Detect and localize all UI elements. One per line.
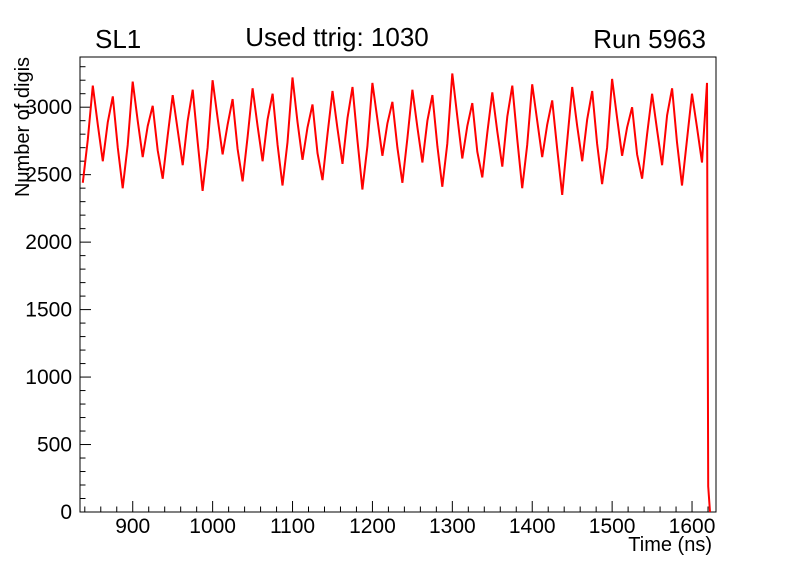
pad-title-center: Used ttrig: 1030 xyxy=(245,22,429,52)
y-tick-label: 1500 xyxy=(25,299,72,322)
x-tick-label: 1200 xyxy=(349,515,396,538)
y-tick-label: 1000 xyxy=(25,366,72,389)
x-tick-label: 1600 xyxy=(669,515,716,538)
x-tick-label: 900 xyxy=(115,515,150,538)
x-tick-label: 1100 xyxy=(270,515,315,538)
y-tick-label: 0 xyxy=(60,501,72,524)
plot-frame xyxy=(79,56,717,513)
pad-title-left: SL1 xyxy=(95,24,141,54)
x-axis: 900 1000 1100 1200 1300 1400 1500 1600 xyxy=(84,501,716,538)
pad-title-right: Run 5963 xyxy=(593,24,706,54)
x-tick-label: 1400 xyxy=(509,515,556,538)
y-axis-title: Number of digis xyxy=(12,57,34,197)
y-tick-label: 2000 xyxy=(25,231,72,254)
digis-time-line xyxy=(81,73,711,513)
y-tick-label: 3000 xyxy=(25,96,72,119)
y-tick-label: 500 xyxy=(37,434,72,457)
x-tick-label: 1000 xyxy=(189,515,236,538)
y-axis: 0 500 1000 1500 2000 2500 3000 xyxy=(25,66,91,524)
x-tick-label: 1500 xyxy=(589,515,636,538)
x-tick-label: 1300 xyxy=(429,515,476,538)
x-axis-title: Time (ns) xyxy=(628,534,712,556)
y-tick-label: 2500 xyxy=(25,164,72,187)
